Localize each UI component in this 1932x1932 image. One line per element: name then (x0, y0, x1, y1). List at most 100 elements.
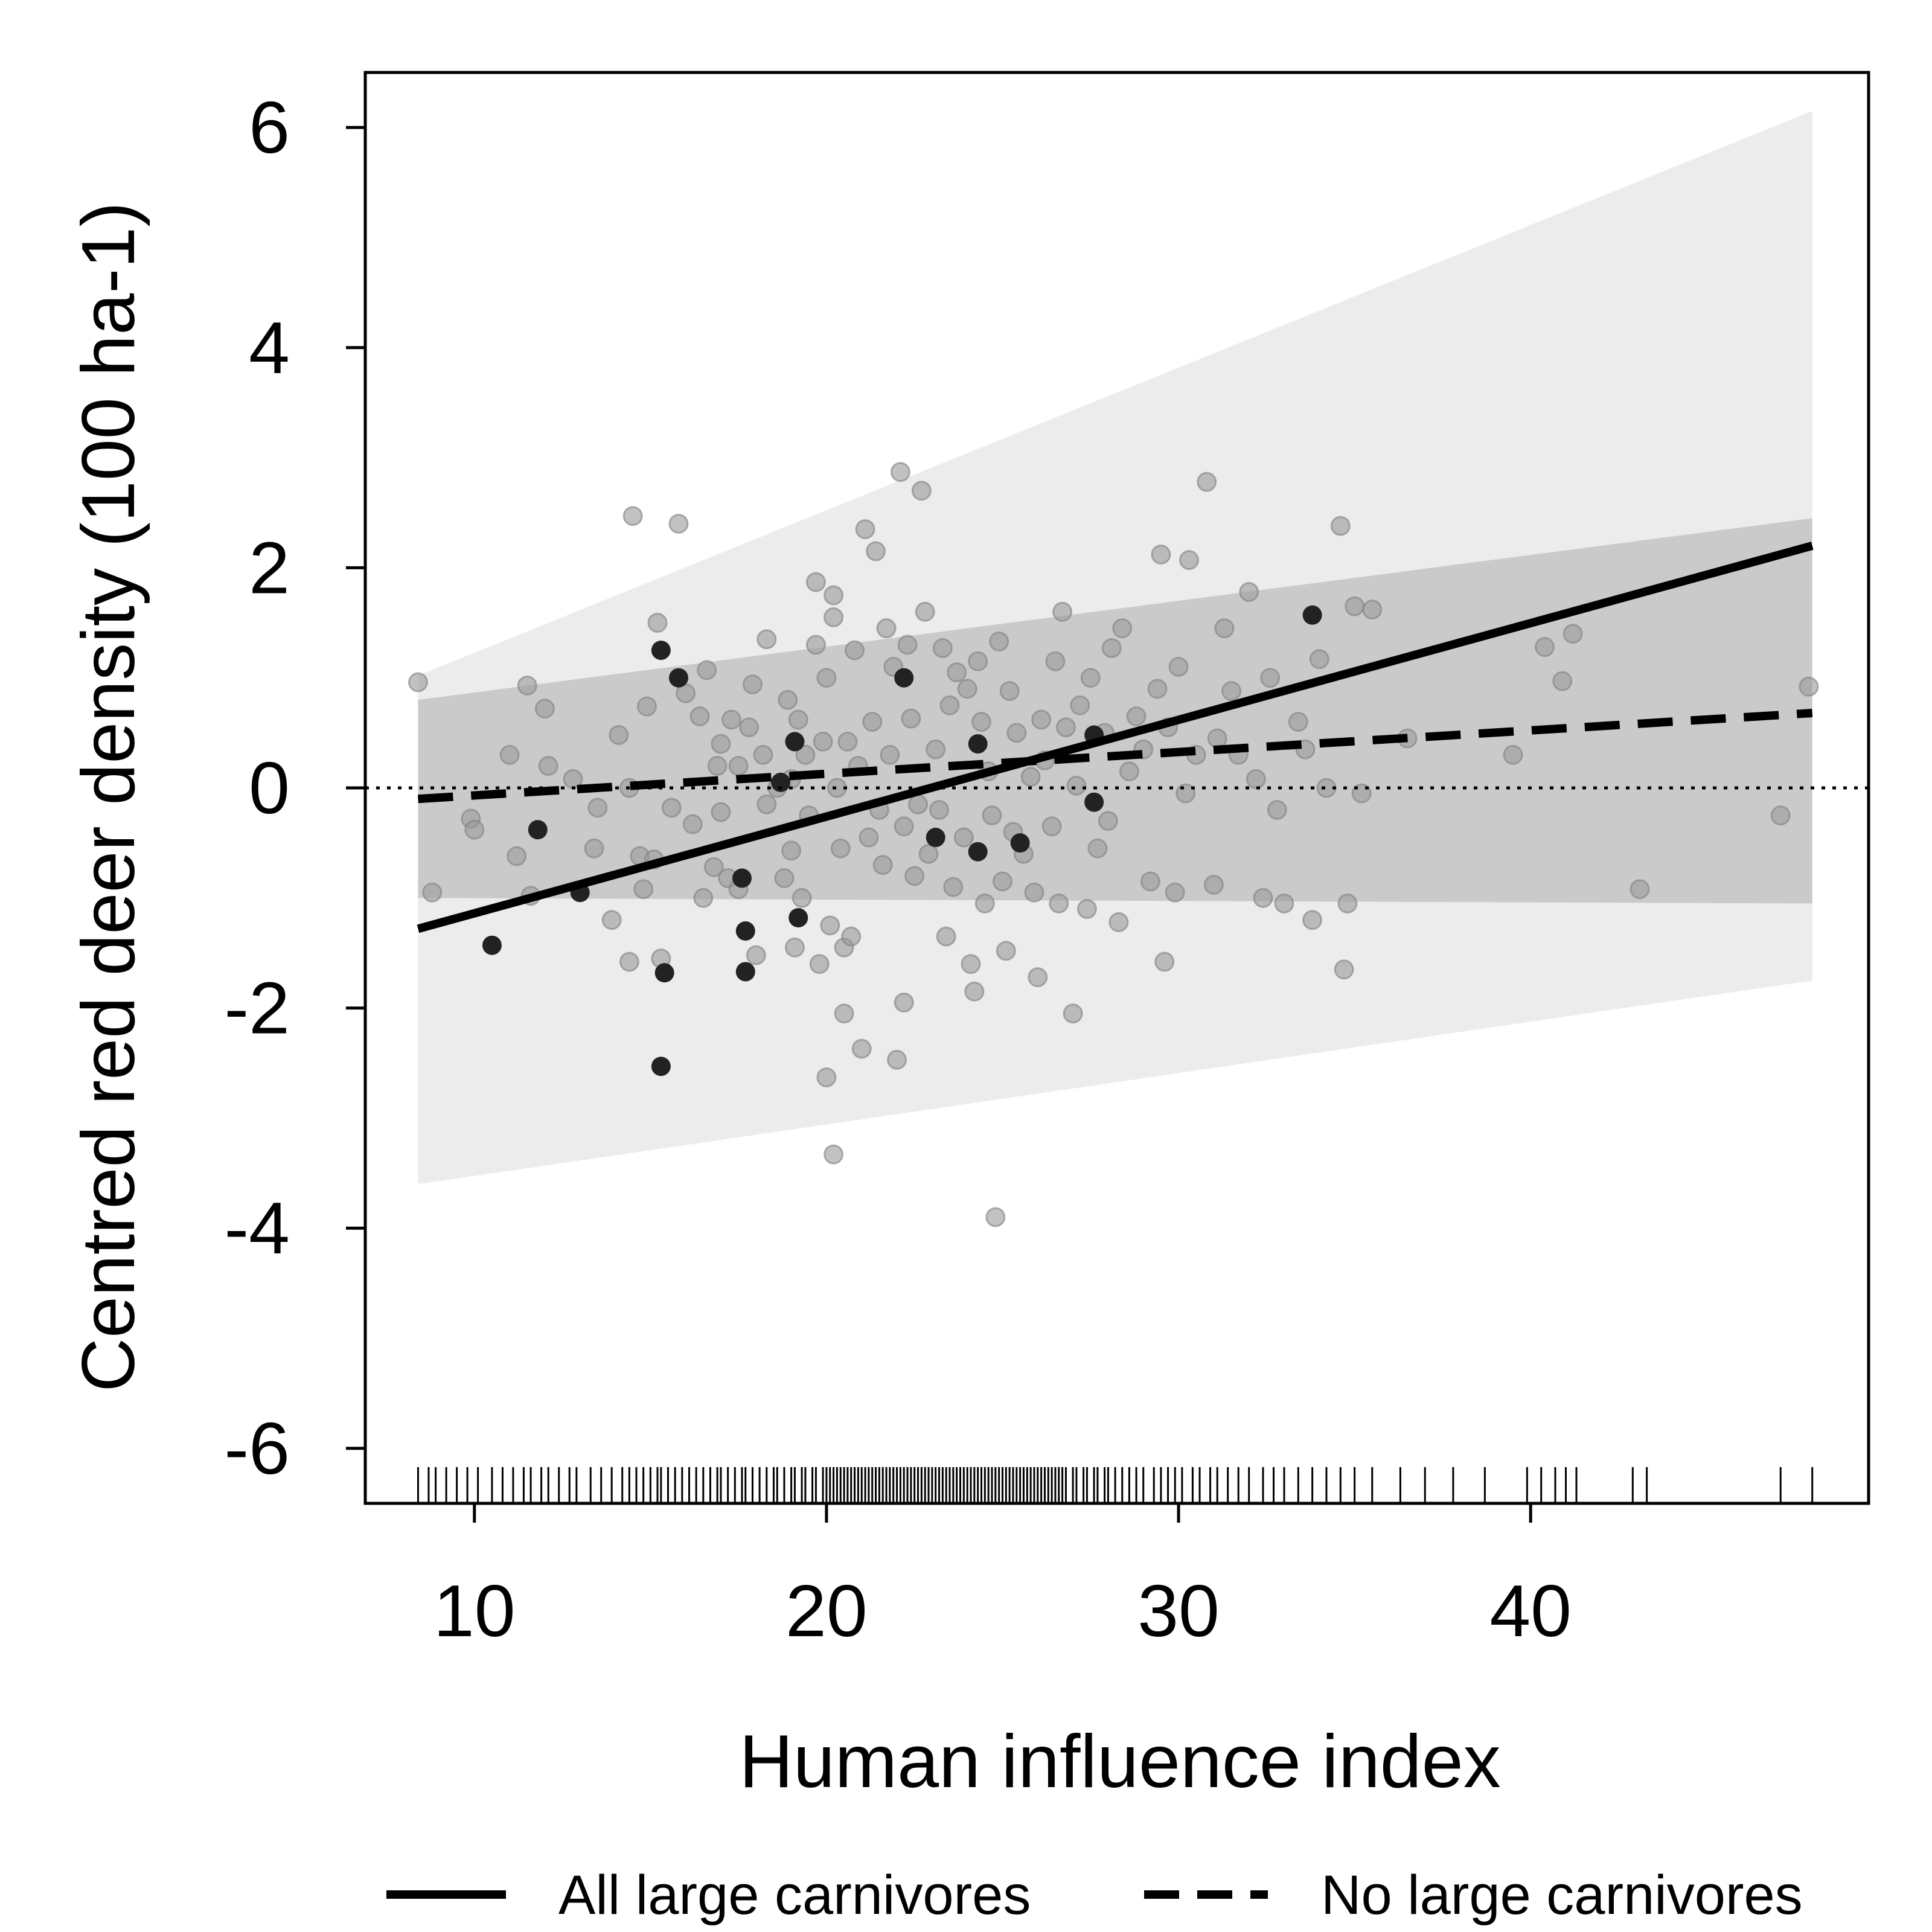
data-point (728, 756, 749, 776)
data-point (1253, 888, 1273, 908)
data-point (901, 708, 921, 729)
data-point (464, 819, 485, 840)
legend-dashed-label: No large carnivores (1321, 1864, 1803, 1926)
data-point (982, 805, 1002, 826)
data-point (1267, 799, 1287, 820)
legend: All large carnivores No large carnivores (386, 1864, 1803, 1926)
data-point (1165, 882, 1185, 903)
data-point (1260, 668, 1281, 688)
data-point (1221, 681, 1242, 702)
data-point-highlight (732, 868, 752, 888)
data-point (1080, 668, 1101, 688)
data-point (1168, 656, 1189, 677)
data-point (961, 954, 981, 974)
data-point (1006, 723, 1027, 743)
data-point (947, 662, 967, 683)
data-point (689, 706, 710, 726)
data-point (778, 689, 798, 710)
data-point (805, 635, 826, 655)
data-point (619, 952, 639, 972)
data-point (915, 601, 935, 622)
y-tick-label: 6 (249, 86, 290, 168)
data-point-highlight (788, 908, 808, 928)
data-point (1031, 709, 1052, 730)
data-point (1098, 811, 1118, 831)
data-point-highlight (735, 921, 755, 941)
data-point (957, 679, 977, 699)
data-point (859, 827, 879, 848)
data-point-highlight (668, 668, 688, 688)
y-tick-label: -6 (225, 1407, 290, 1489)
data-point (622, 506, 643, 526)
data-point (756, 629, 777, 650)
data-point (637, 696, 657, 717)
data-point (876, 618, 897, 639)
data-point (661, 798, 682, 818)
data-point (781, 840, 802, 861)
data-point (999, 681, 1020, 702)
data-point (1330, 516, 1351, 536)
data-point (647, 613, 668, 633)
y-tick-label: -2 (225, 967, 290, 1049)
data-point (1076, 899, 1097, 920)
data-point (507, 846, 527, 866)
data-point (693, 888, 714, 908)
data-point-highlight (968, 842, 988, 862)
data-point (1503, 744, 1523, 765)
data-point (1214, 618, 1235, 639)
data-point (408, 672, 428, 693)
data-point (774, 868, 795, 888)
data-point (897, 635, 918, 655)
data-point-highlight (968, 734, 988, 754)
data-point (784, 937, 805, 958)
data-point (1334, 959, 1354, 980)
data-point (795, 744, 816, 765)
data-point-highlight (785, 732, 805, 752)
data-point (929, 799, 950, 820)
data-point (943, 877, 964, 897)
data-point (1119, 761, 1139, 782)
y-tick-label: 0 (249, 747, 290, 829)
data-point (538, 756, 558, 776)
data-point (499, 744, 520, 765)
x-tick-label: 20 (785, 1570, 868, 1652)
data-point (1246, 769, 1266, 789)
data-point (1288, 712, 1308, 732)
data-point (904, 866, 925, 886)
data-point-highlight (1010, 833, 1030, 853)
data-point (534, 699, 555, 719)
data-point (697, 660, 717, 680)
data-point (918, 843, 939, 864)
y-axis-title: Centred red deer density (100 ha-1) (67, 202, 150, 1392)
scatter-points (408, 462, 1819, 1227)
data-point (739, 717, 760, 738)
data-point (742, 674, 763, 695)
data-point (422, 882, 443, 903)
data-point (1337, 893, 1358, 913)
data-point (985, 1207, 1006, 1227)
data-point (890, 462, 910, 482)
data-point (1066, 775, 1087, 796)
data-point (1055, 717, 1076, 738)
data-point (866, 541, 886, 561)
data-point (1045, 651, 1066, 671)
data-point (1302, 910, 1323, 930)
rug-ticks (417, 1467, 1814, 1503)
data-point (813, 731, 833, 752)
data-point (872, 855, 893, 875)
data-point (746, 945, 766, 965)
data-point (996, 941, 1016, 961)
data-point (830, 838, 851, 859)
data-point-highlight (771, 772, 791, 792)
data-point (820, 915, 840, 936)
y-tick-label: 4 (249, 307, 290, 389)
data-point (939, 695, 960, 715)
data-point (1041, 816, 1062, 837)
data-point-highlight (651, 641, 671, 661)
fit-line-all-carnivores (417, 542, 1814, 933)
data-point (703, 857, 724, 877)
data-point (964, 981, 985, 1002)
fit-line-no-carnivores (418, 709, 1813, 804)
data-point (1535, 637, 1555, 657)
